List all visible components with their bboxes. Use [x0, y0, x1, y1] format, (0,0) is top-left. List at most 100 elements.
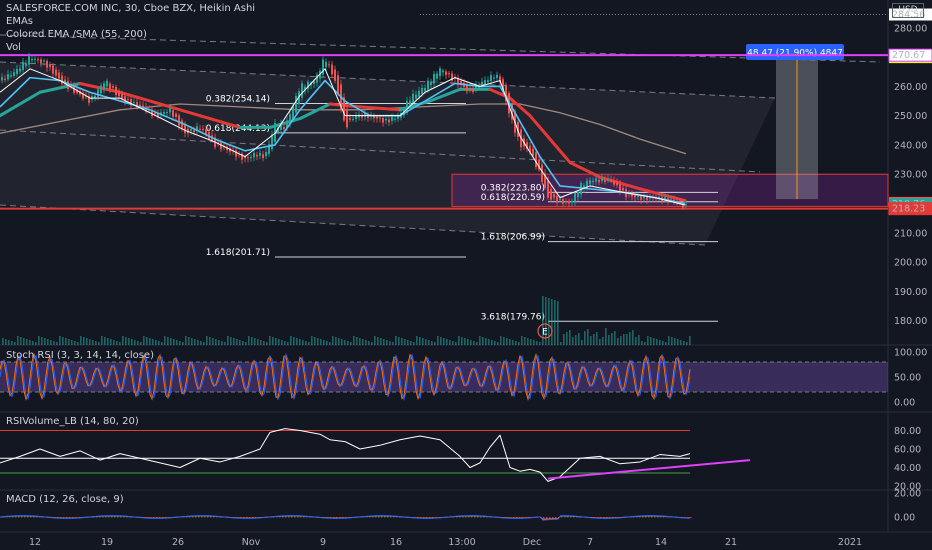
candle-body	[451, 73, 453, 81]
volume-bar	[590, 336, 592, 345]
macd-hist-bar	[189, 516, 191, 518]
candle-body	[328, 64, 330, 66]
macd-hist-bar	[201, 516, 203, 518]
volume-bar	[305, 341, 307, 345]
volume-bar	[485, 338, 487, 345]
volume-bar	[392, 342, 394, 345]
volume-bar	[215, 339, 217, 345]
volume-bar	[299, 339, 301, 345]
volume-bar	[89, 339, 91, 345]
volume-bar	[134, 340, 136, 345]
volume-bar	[272, 337, 274, 345]
candle-body	[343, 97, 345, 121]
volume-bar	[158, 341, 160, 345]
macd-hist-bar	[369, 516, 371, 518]
candle-body	[586, 180, 588, 188]
candle-body	[622, 187, 624, 191]
candle-body	[37, 59, 39, 61]
candle-body	[481, 81, 483, 87]
level-badge	[888, 202, 932, 216]
macd-hist-bar	[570, 516, 572, 518]
volume-bar	[350, 342, 352, 345]
candle-body	[619, 183, 621, 193]
candle-body	[304, 86, 306, 91]
candle-body	[265, 152, 267, 157]
volume-bar	[257, 339, 259, 345]
candle-body	[151, 109, 153, 117]
macd-hist-bar	[651, 516, 653, 518]
volume-bar	[623, 334, 625, 345]
macd-hist-bar	[27, 516, 29, 518]
volume-bar	[521, 336, 523, 345]
price-axis-tick: 180.00	[894, 316, 927, 327]
volume-bar	[209, 337, 211, 345]
volume-bar	[617, 338, 619, 345]
macd-hist-bar	[639, 516, 641, 518]
fib-label: 1.618(206.99)	[481, 233, 545, 243]
ema-55-segment	[198, 114, 242, 129]
volume-bar	[656, 339, 658, 345]
candle-body	[664, 197, 666, 200]
macd-hist-bar	[186, 516, 188, 518]
macd-hist-bar	[546, 517, 548, 519]
volume-bar	[41, 337, 43, 345]
volume-bar	[203, 342, 205, 345]
macd-hist-bar	[456, 516, 458, 518]
macd-hist-bar	[378, 516, 380, 518]
price-axis-tick: 280.00	[894, 23, 927, 34]
candle-body	[442, 70, 444, 73]
candle-body	[178, 115, 180, 126]
volume-bar	[476, 342, 478, 345]
ema-55-segment	[428, 87, 462, 103]
macd-hist-bar	[24, 516, 26, 518]
macd-hist-bar	[633, 516, 635, 518]
candle-body	[685, 204, 687, 206]
volume-bar	[116, 341, 118, 345]
channel-fill	[0, 62, 775, 245]
fib-label: 0.618(244.13)	[206, 124, 270, 134]
time-axis-tick: 26	[172, 537, 184, 548]
volume-bar	[404, 339, 406, 345]
candle-body	[277, 127, 279, 133]
currency-button[interactable]: USD	[892, 3, 924, 18]
volume-bar	[113, 340, 115, 345]
volume-bar	[548, 298, 550, 345]
volume-bar	[254, 338, 256, 345]
candle-body	[415, 94, 417, 99]
volume-bar	[266, 342, 268, 345]
volume-bar	[536, 341, 538, 345]
volume-bar	[308, 342, 310, 345]
candle-body	[511, 103, 513, 120]
fib-label: 0.382(254.14)	[206, 95, 270, 105]
volume-bar	[497, 342, 499, 345]
candle-body	[376, 116, 378, 119]
stoch-axis-tick: 0.00	[894, 398, 915, 409]
volume-bar	[353, 336, 355, 345]
macd-axis-tick: 0.00	[894, 513, 915, 524]
volume-bar	[527, 338, 529, 345]
volume-bar	[44, 338, 46, 345]
volume-bar	[122, 336, 124, 345]
volume-bar	[341, 339, 343, 345]
candle-body	[220, 143, 222, 150]
candle-body	[142, 105, 144, 109]
rsi-trendline	[547, 459, 751, 480]
channel-upper-dashed	[0, 34, 881, 63]
volume-bar	[104, 337, 106, 345]
volume-bar	[458, 336, 460, 345]
candle-body	[589, 180, 591, 184]
volume-bar	[365, 340, 367, 345]
volume-bar	[566, 332, 568, 345]
macd-hist-bar	[387, 516, 389, 518]
volume-bar	[47, 339, 49, 345]
volume-bar	[605, 328, 607, 345]
candle-body	[307, 81, 309, 89]
candle-body	[241, 153, 243, 160]
macd-hist-bar	[375, 516, 377, 518]
candle-body	[409, 100, 411, 107]
price-badge-label: 284.56	[892, 10, 925, 21]
macd-hist-bar	[123, 516, 125, 518]
volume-bar	[101, 336, 103, 345]
fib-label: 1.618(201.71)	[206, 248, 270, 258]
